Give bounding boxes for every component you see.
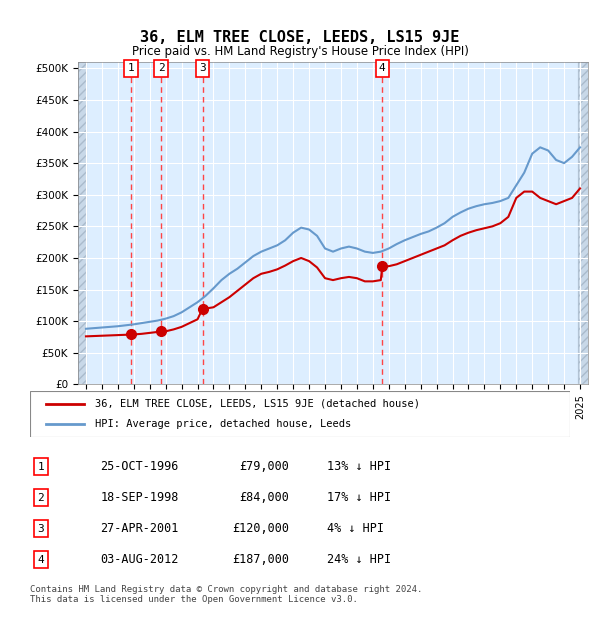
Text: 4: 4	[379, 63, 386, 73]
Text: 2: 2	[158, 63, 164, 73]
Text: 4: 4	[37, 554, 44, 565]
Text: 24% ↓ HPI: 24% ↓ HPI	[327, 553, 391, 566]
Text: 13% ↓ HPI: 13% ↓ HPI	[327, 460, 391, 473]
Text: £79,000: £79,000	[239, 460, 289, 473]
Text: 36, ELM TREE CLOSE, LEEDS, LS15 9JE: 36, ELM TREE CLOSE, LEEDS, LS15 9JE	[140, 30, 460, 45]
Text: Contains HM Land Registry data © Crown copyright and database right 2024.
This d: Contains HM Land Registry data © Crown c…	[30, 585, 422, 604]
Text: £187,000: £187,000	[232, 553, 289, 566]
Text: 3: 3	[37, 523, 44, 534]
Text: 1: 1	[128, 63, 134, 73]
Text: Price paid vs. HM Land Registry's House Price Index (HPI): Price paid vs. HM Land Registry's House …	[131, 45, 469, 58]
Text: 27-APR-2001: 27-APR-2001	[100, 522, 179, 535]
Text: 2: 2	[37, 492, 44, 503]
Text: 36, ELM TREE CLOSE, LEEDS, LS15 9JE (detached house): 36, ELM TREE CLOSE, LEEDS, LS15 9JE (det…	[95, 399, 420, 409]
Text: £84,000: £84,000	[239, 491, 289, 504]
Text: £120,000: £120,000	[232, 522, 289, 535]
Bar	[578, 62, 588, 384]
FancyBboxPatch shape	[30, 391, 570, 437]
Bar	[578, 62, 588, 384]
Text: 18-SEP-1998: 18-SEP-1998	[100, 491, 179, 504]
Text: 3: 3	[199, 63, 206, 73]
Text: 25-OCT-1996: 25-OCT-1996	[100, 460, 179, 473]
Text: 4% ↓ HPI: 4% ↓ HPI	[327, 522, 384, 535]
Bar	[78, 62, 86, 384]
Text: 1: 1	[37, 461, 44, 472]
Text: 17% ↓ HPI: 17% ↓ HPI	[327, 491, 391, 504]
Bar	[78, 62, 86, 384]
Text: 03-AUG-2012: 03-AUG-2012	[100, 553, 179, 566]
Text: HPI: Average price, detached house, Leeds: HPI: Average price, detached house, Leed…	[95, 419, 351, 429]
